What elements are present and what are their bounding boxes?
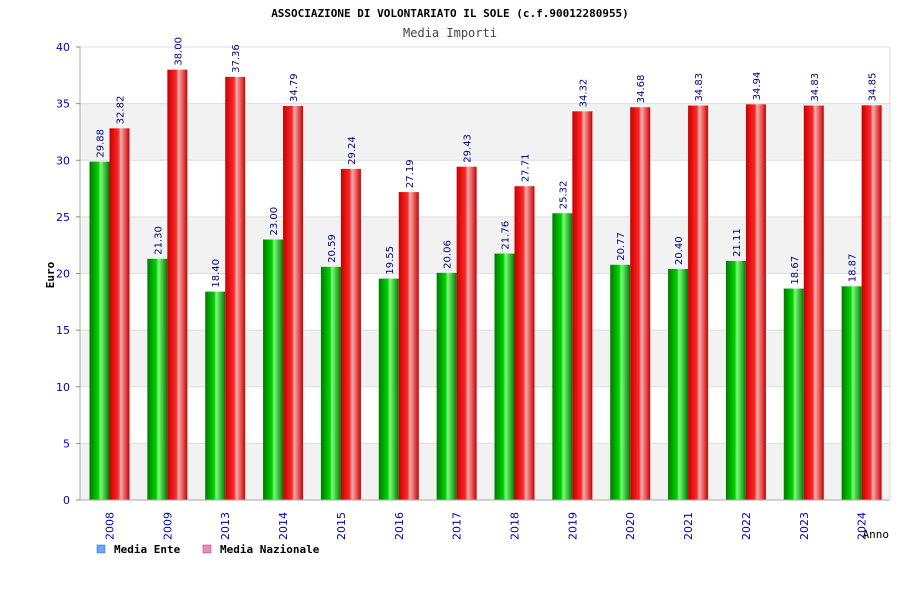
bar-media-ente <box>494 253 515 500</box>
data-label: 29.24 <box>347 136 358 165</box>
x-axis-label: Anno <box>863 528 890 541</box>
x-tick-label: 2019 <box>566 512 579 540</box>
grid-band <box>80 443 890 500</box>
data-label: 34.68 <box>636 75 647 104</box>
bar-media-ente <box>263 239 284 500</box>
bar-media-ente <box>436 272 457 500</box>
data-label: 34.32 <box>578 79 589 108</box>
data-label: 18.67 <box>790 256 801 285</box>
y-tick-label: 20 <box>56 268 70 281</box>
y-tick-label: 15 <box>56 324 70 337</box>
data-label: 18.40 <box>211 259 222 288</box>
data-label: 34.85 <box>868 73 879 102</box>
bar-media-ente <box>841 286 862 500</box>
data-label: 29.88 <box>96 129 107 158</box>
data-label: 37.36 <box>231 44 242 73</box>
bar-media-ente <box>205 291 226 500</box>
y-tick-label: 30 <box>56 154 70 167</box>
x-tick-label: 2024 <box>856 512 869 540</box>
bar-media-ente <box>783 288 804 500</box>
bar-media-nazionale <box>225 76 246 500</box>
x-tick-label: 2020 <box>624 512 637 540</box>
bar-media-ente <box>89 161 110 500</box>
y-tick-label: 25 <box>56 211 70 224</box>
bar-media-ente <box>147 258 168 500</box>
bar-media-nazionale <box>514 186 535 500</box>
bar-media-nazionale <box>803 105 824 501</box>
grid-band <box>80 47 890 104</box>
legend-label-media-ente: Media Ente <box>114 543 181 556</box>
x-tick-label: 2021 <box>682 512 695 540</box>
data-label: 34.83 <box>810 73 821 102</box>
x-tick-label: 2008 <box>104 512 117 540</box>
x-tick-label: 2017 <box>451 512 464 540</box>
grid-band <box>80 216 890 274</box>
data-label: 27.71 <box>521 154 532 183</box>
bar-media-nazionale <box>630 107 651 501</box>
bar-media-ente <box>610 264 631 500</box>
bar-media-nazionale <box>745 104 766 500</box>
data-label: 23.00 <box>269 207 280 236</box>
bar-media-ente <box>668 268 689 500</box>
chart-title: ASSOCIAZIONE DI VOLONTARIATO IL SOLE (c.… <box>271 7 629 20</box>
bar-media-nazionale <box>456 166 477 500</box>
data-label: 21.30 <box>153 226 164 255</box>
grid-band <box>80 273 890 331</box>
y-tick-label: 5 <box>63 437 70 450</box>
legend-swatch-media-ente <box>96 544 106 554</box>
bar-media-ente <box>725 260 746 500</box>
bar-media-ente <box>552 213 573 500</box>
x-tick-label: 2018 <box>509 512 522 540</box>
x-tick-label: 2014 <box>277 512 290 540</box>
data-label: 34.79 <box>289 73 300 102</box>
x-tick-label: 2016 <box>393 512 406 540</box>
data-label: 32.82 <box>116 96 127 125</box>
bar-media-nazionale <box>109 128 130 500</box>
data-label: 19.55 <box>385 246 396 275</box>
x-tick-label: 2023 <box>798 512 811 540</box>
data-label: 34.94 <box>752 72 763 101</box>
chart-subtitle: Media Importi <box>403 26 497 40</box>
data-label: 29.43 <box>463 134 474 163</box>
bar-media-nazionale <box>688 105 709 501</box>
data-label: 38.00 <box>173 37 184 66</box>
legend: Media Ente Media Nazionale <box>96 543 320 556</box>
y-tick-label: 10 <box>56 381 70 394</box>
bar-media-ente <box>320 266 341 500</box>
y-tick-label: 35 <box>56 98 70 111</box>
y-axis-label: Euro <box>44 261 57 288</box>
legend-swatch-media-nazionale <box>202 544 212 554</box>
y-tick-label: 0 <box>63 494 70 507</box>
data-label: 27.19 <box>405 159 416 188</box>
x-tick-label: 2009 <box>161 512 174 540</box>
grid-band <box>80 386 890 444</box>
y-tick-label: 40 <box>56 41 70 54</box>
grid-band <box>80 160 890 217</box>
bar-media-nazionale <box>283 106 304 501</box>
bar-media-nazionale <box>340 168 361 500</box>
bar-media-ente <box>378 278 399 500</box>
data-label: 20.06 <box>443 240 454 269</box>
bar-media-nazionale <box>572 111 593 501</box>
data-label: 21.76 <box>501 221 512 250</box>
grid-band <box>80 330 890 387</box>
x-tick-label: 2015 <box>335 512 348 540</box>
bar-media-nazionale <box>861 105 882 500</box>
legend-label-media-nazionale: Media Nazionale <box>220 543 320 556</box>
bar-media-nazionale <box>167 69 188 501</box>
data-label: 20.59 <box>327 234 338 263</box>
grid-band <box>80 103 890 161</box>
data-label: 21.11 <box>732 228 743 257</box>
data-label: 34.83 <box>694 73 705 102</box>
x-tick-label: 2013 <box>219 512 232 540</box>
data-label: 20.77 <box>616 232 627 261</box>
x-tick-label: 2022 <box>740 512 753 540</box>
data-label: 20.40 <box>674 236 685 265</box>
data-label: 25.32 <box>558 181 569 210</box>
data-label: 18.87 <box>848 254 859 283</box>
bar-media-nazionale <box>398 192 419 501</box>
